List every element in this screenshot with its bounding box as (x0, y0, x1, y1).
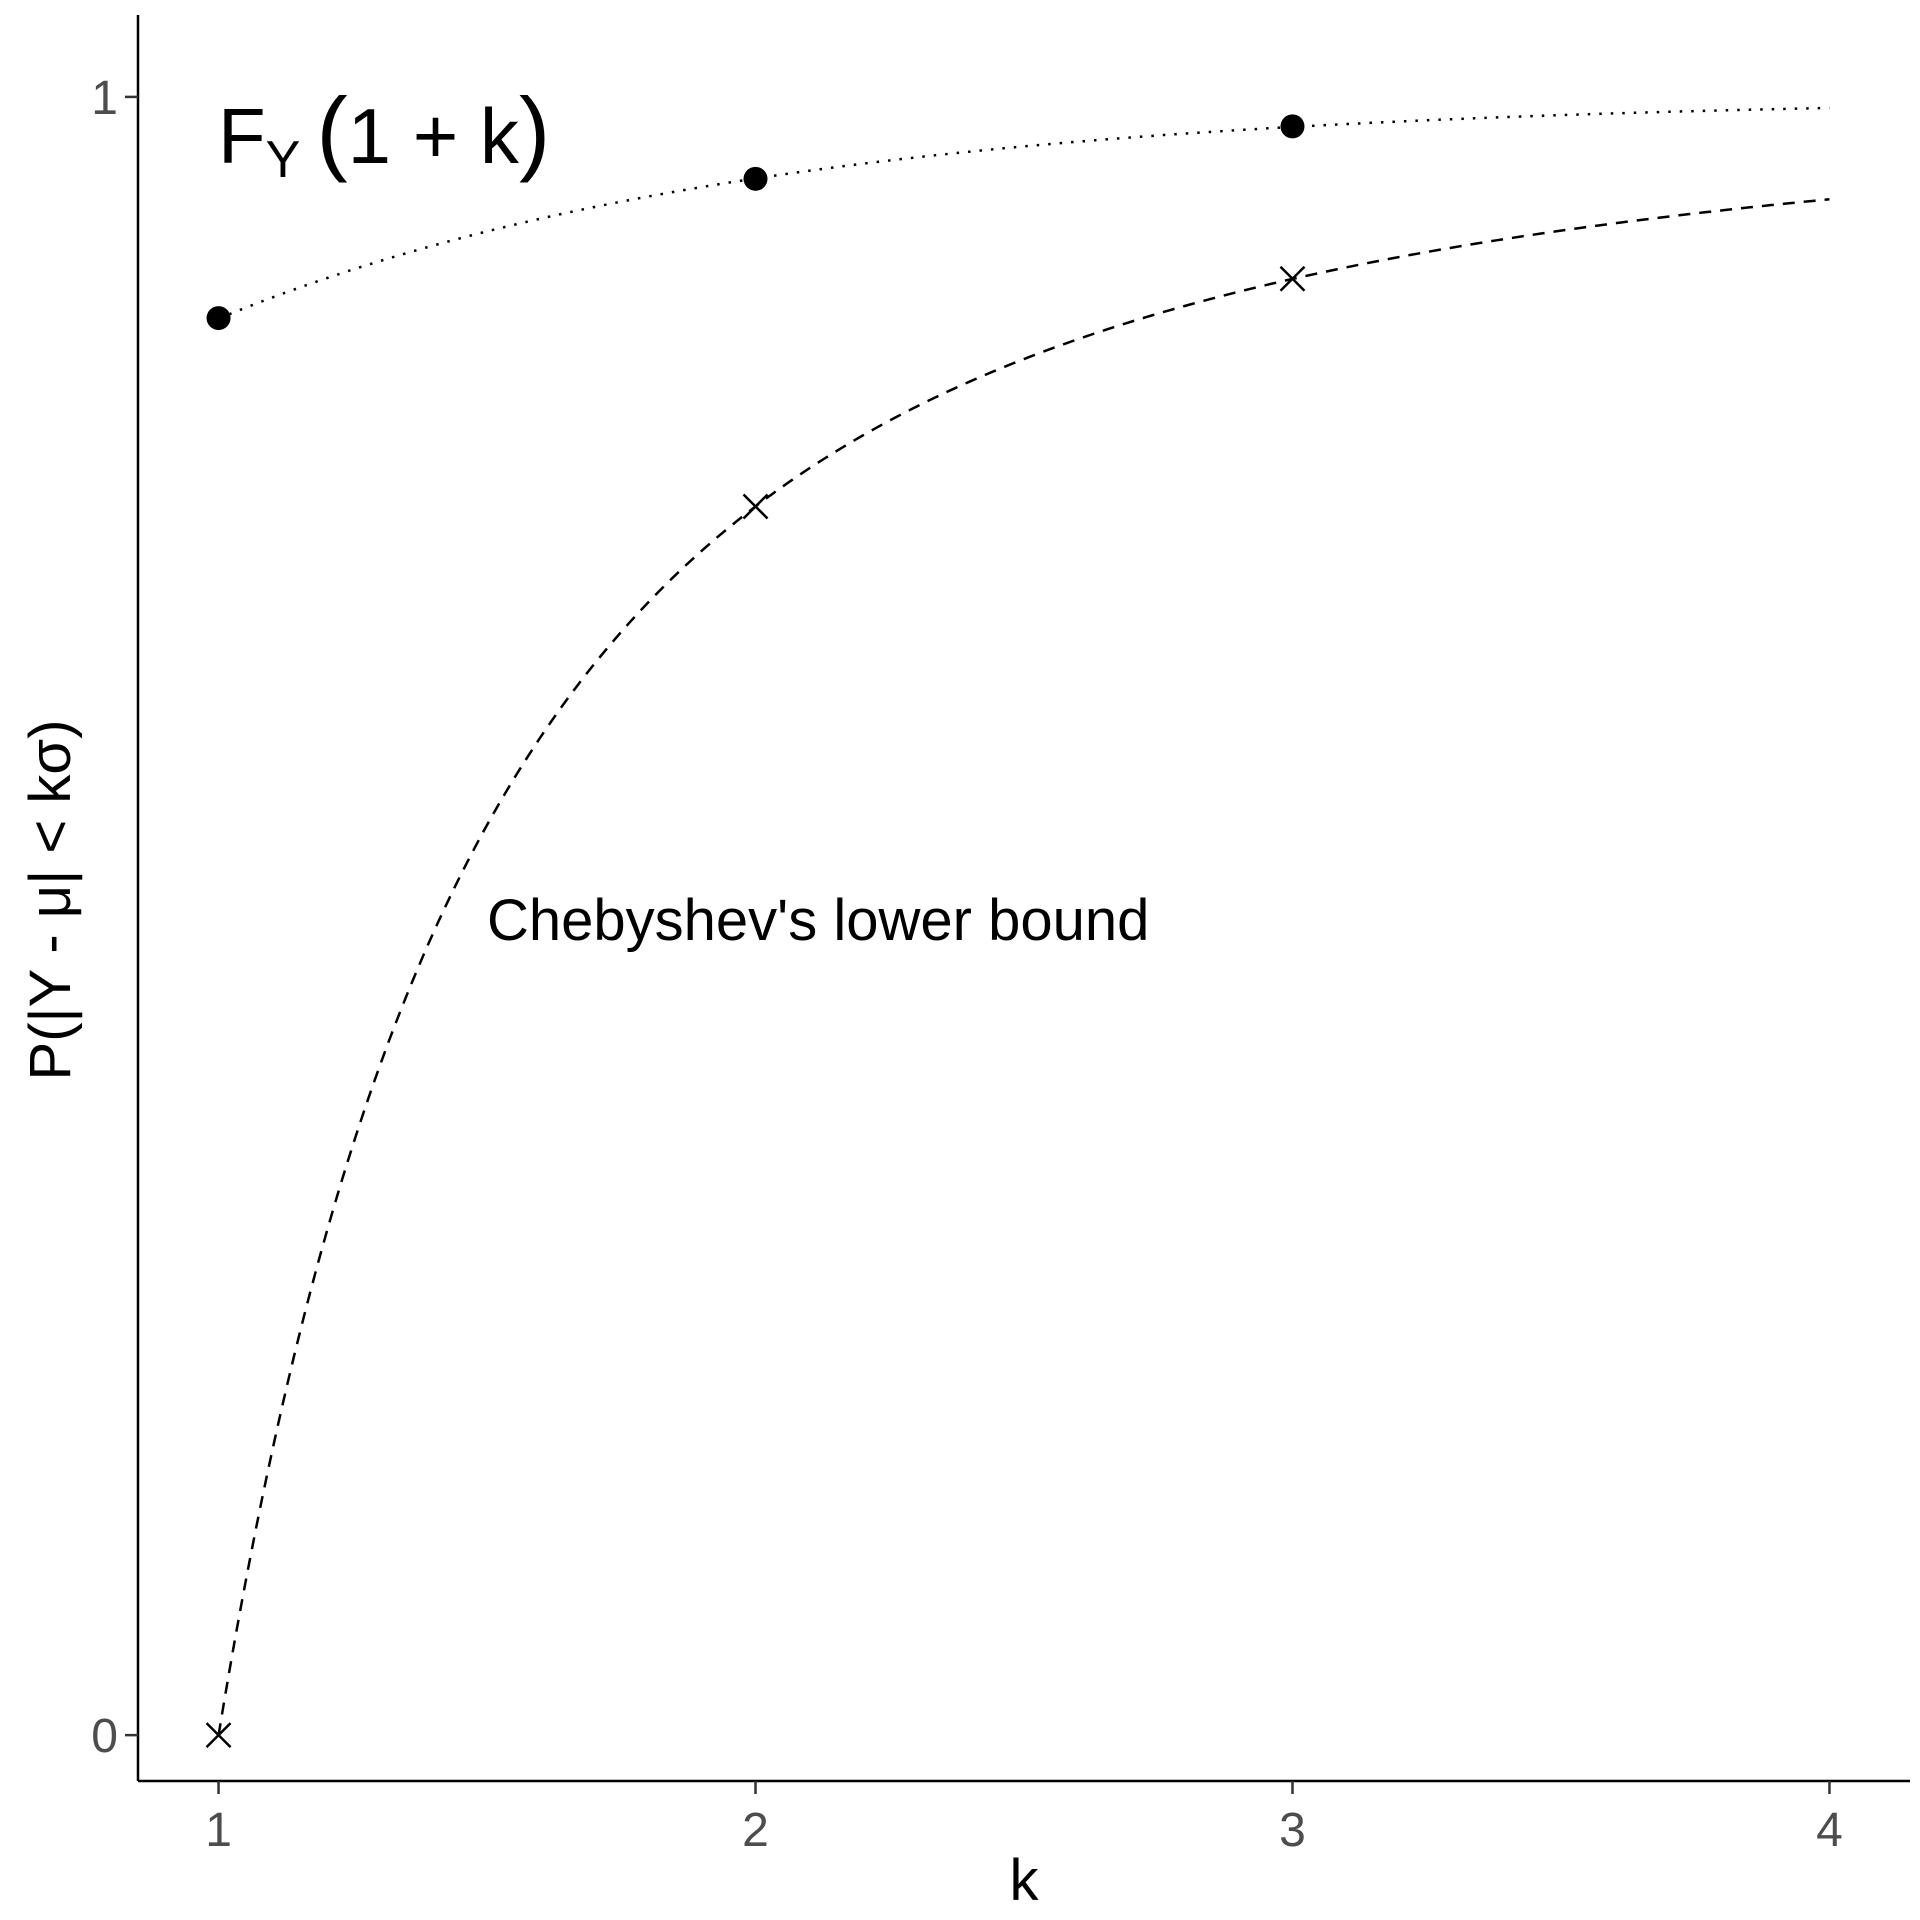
curves-layer (217, 106, 1830, 1736)
fy-point (206, 306, 231, 331)
x-tick-label: 2 (742, 1804, 769, 1857)
annotation-chebyshev: Chebyshev's lower bound (487, 888, 1149, 953)
annotation-fy-paren-close: ) (519, 78, 550, 183)
x-ticks: 1 2 3 4 (205, 1781, 1843, 1857)
annotation-fy-expr: 1 + k (348, 92, 520, 180)
annotation-fy-paren-open: ( (316, 78, 347, 183)
y-tick-label: 1 (91, 72, 118, 125)
fy-point (743, 166, 768, 191)
y-ticks: 01 (91, 72, 138, 1763)
x-tick-label: 1 (205, 1804, 232, 1857)
chebyshev-point (205, 1722, 232, 1749)
x-tick-label: 3 (1279, 1804, 1306, 1857)
marks-layer (205, 114, 1306, 1749)
fy-point (1280, 114, 1305, 139)
annotation-fy-main: F (218, 92, 266, 180)
chebyshev-curve-line (217, 198, 1830, 1736)
chebyshev-point (742, 493, 769, 520)
annotation-fy: FY (1 + k) (218, 78, 550, 189)
chebyshev-point (1279, 265, 1306, 292)
x-axis-title: k (1010, 1848, 1040, 1913)
x-tick-label: 4 (1816, 1804, 1843, 1857)
y-axis-title: P(|Y - μ| < kσ) (18, 720, 83, 1081)
y-tick-label: 0 (91, 1710, 118, 1763)
annotation-fy-sub: Y (266, 131, 301, 189)
